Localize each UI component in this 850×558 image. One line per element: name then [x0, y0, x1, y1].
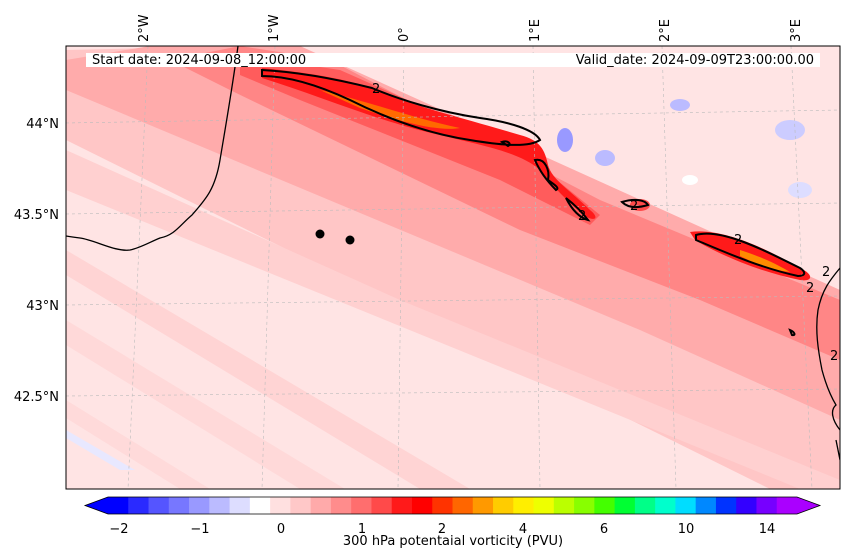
lat-tick-labels: 44°N 43.5°N 43°N 42.5°N — [14, 117, 59, 405]
colorbar-outline — [83, 496, 822, 515]
lon-tick: 3°E — [789, 19, 804, 42]
contour-label: 2 — [734, 233, 742, 248]
lon-tick: 0° — [397, 27, 412, 42]
pv-contour-2 — [261, 68, 806, 337]
lat-tick: 43°N — [26, 299, 59, 314]
station-point-2[interactable] — [345, 235, 355, 245]
colorbar-tick: 10 — [678, 522, 695, 537]
colorbar-segment — [655, 497, 676, 514]
colorbar-tick: −2 — [109, 522, 128, 537]
coastline-mediterranean — [816, 267, 840, 431]
valid-date-label: Valid_date: 2024-09-09T23:00:00.00 — [576, 53, 814, 68]
colorbar-segment — [229, 497, 251, 514]
colorbar-extend-max — [797, 497, 820, 514]
lat-tick: 44°N — [26, 117, 59, 132]
colorbar-segment — [594, 497, 616, 514]
colorbar-segment — [148, 497, 170, 514]
colorbar-segment — [290, 497, 312, 514]
colorbar-tick: −1 — [190, 522, 209, 537]
colorbar-segment — [270, 497, 291, 514]
colorbar-ticks: −2 −1 0 1 2 4 6 10 14 — [109, 522, 775, 537]
colorbar-segment — [330, 497, 352, 514]
negative-pv-spot — [557, 128, 573, 152]
colorbar-segment — [371, 497, 393, 514]
colorbar-segment — [756, 497, 778, 514]
colorbar-segment — [391, 497, 413, 514]
contour-label: 2 — [578, 209, 586, 224]
colorbar-segment — [574, 497, 595, 514]
colorbar-segment — [209, 497, 231, 514]
lon-tick: 2°W — [137, 14, 152, 42]
lon-tick: 1°E — [528, 19, 543, 42]
start-date-label: Start date: 2024-09-08_12:00:00 — [92, 53, 306, 68]
colorbar-segment — [432, 497, 453, 514]
header-bar — [86, 53, 820, 67]
pv-filament — [262, 68, 596, 219]
lat-tick: 43.5°N — [14, 208, 59, 223]
colorbar-segment — [614, 497, 636, 514]
colorbar-segment — [776, 497, 798, 514]
colorbar — [83, 496, 822, 515]
map-frame — [65, 45, 841, 490]
colorbar-segment — [513, 497, 535, 514]
colorbar-segment — [351, 497, 372, 514]
colorbar-segment — [634, 497, 656, 514]
colorbar-segment — [108, 497, 129, 514]
colorbar-segment — [189, 497, 210, 514]
colorbar-segment — [715, 497, 737, 514]
colorbar-segment — [310, 497, 332, 514]
contour-label: 2 — [372, 82, 380, 97]
contour-label: 2 — [822, 265, 830, 280]
colorbar-tick: 0 — [277, 522, 285, 537]
lon-tick: 1°W — [267, 14, 282, 42]
colorbar-tick: 14 — [759, 522, 776, 537]
colorbar-segment — [736, 497, 757, 514]
colorbar-segment — [675, 497, 697, 514]
colorbar-label: 300 hPa potentaial vorticity (PVU) — [343, 534, 563, 549]
contour-label: 2 — [806, 281, 814, 296]
pv-band-mid — [66, 46, 840, 420]
pv-field: 2 2 2 2 2 2 2 — [66, 46, 840, 489]
colorbar-tick: 6 — [600, 522, 608, 537]
colorbar-tick: 4 — [519, 522, 527, 537]
colorbar-tick: 1 — [358, 522, 366, 537]
colorbar-segment — [695, 497, 717, 514]
lon-tick: 2°E — [658, 19, 673, 42]
colorbar-segment — [533, 497, 555, 514]
coastline — [66, 46, 239, 251]
contour-label: 2 — [830, 349, 838, 364]
station-point-1[interactable] — [315, 229, 325, 239]
colorbar-segment — [553, 497, 575, 514]
colorbar-segment — [472, 497, 494, 514]
colorbar-segment — [493, 497, 514, 514]
lon-tick-labels: 2°W 1°W 0° 1°E 2°E 3°E — [137, 14, 804, 42]
colorbar-segment — [411, 497, 433, 514]
lat-tick: 42.5°N — [14, 390, 59, 405]
contour-label: 2 — [630, 199, 638, 214]
colorbar-segment — [452, 497, 474, 514]
colorbar-segment — [128, 497, 150, 514]
colorbar-segment — [249, 497, 271, 514]
graticule — [66, 46, 840, 489]
colorbar-segment — [168, 497, 190, 514]
colorbar-tick: 2 — [438, 522, 446, 537]
colorbar-extend-min — [85, 497, 108, 514]
